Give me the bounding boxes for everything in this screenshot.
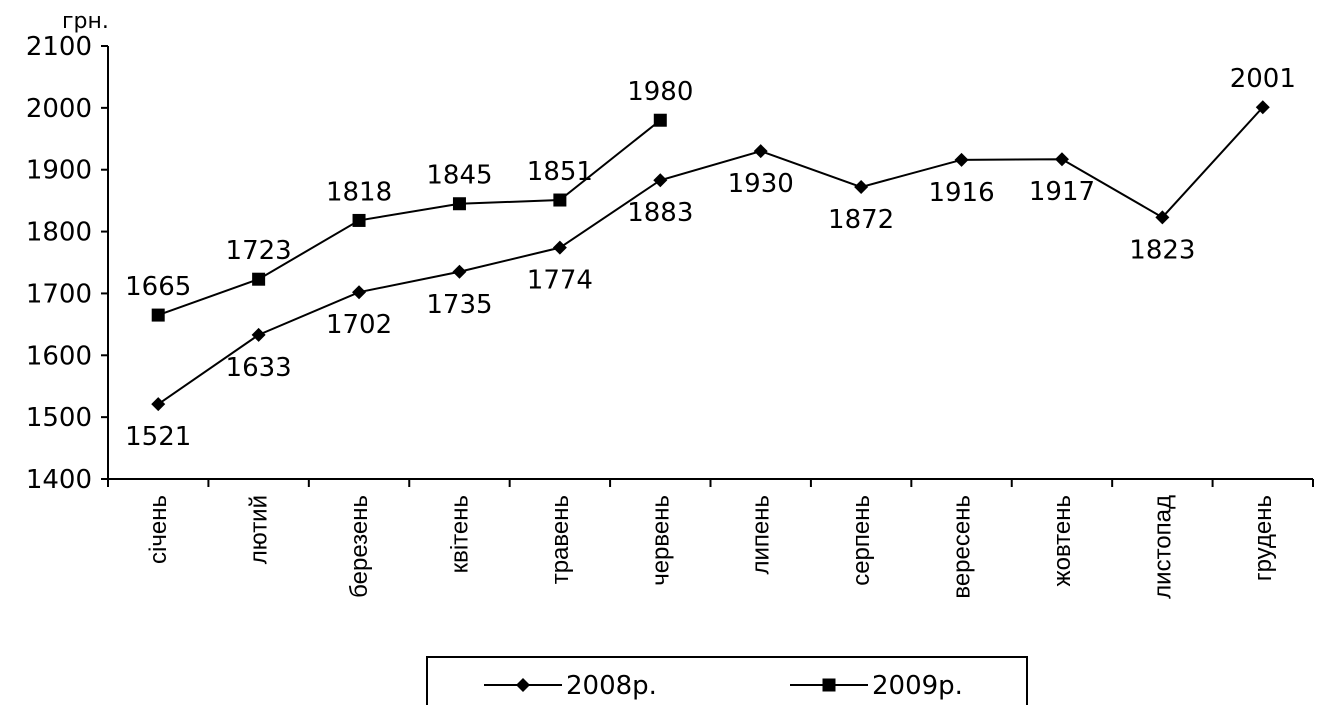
- data-point: [151, 308, 165, 322]
- x-category-label: лютий: [246, 495, 273, 564]
- series-0: 1521 1633 1702 1735 1774 1883 1930 1872 1916 1917…: [125, 64, 1296, 452]
- x-category-label: грудень: [1250, 495, 1277, 581]
- y-axis-unit-label: грн.: [62, 9, 109, 34]
- data-label: 2001: [1230, 64, 1296, 94]
- x-category-label: вересень: [949, 495, 976, 599]
- x-category-label: листопад: [1149, 495, 1176, 599]
- data-point: [251, 327, 266, 342]
- data-label: 1633: [226, 353, 292, 383]
- data-label: 1818: [326, 177, 392, 207]
- data-label: 1723: [226, 236, 292, 266]
- data-point: [552, 240, 567, 255]
- y-tick-label: 1800: [26, 218, 92, 248]
- x-category-label: серпень: [848, 495, 875, 586]
- y-tick-label: 1900: [26, 156, 92, 186]
- x-axis: січень лютий березень квітень травень червень…: [107, 478, 1314, 599]
- y-tick-label: 1700: [26, 279, 92, 309]
- series-line: [157, 119, 661, 317]
- data-point: [653, 173, 668, 188]
- x-category-label: квітень: [446, 495, 473, 573]
- data-point: [151, 397, 166, 412]
- data-label: 1851: [527, 157, 593, 187]
- data-point: [352, 285, 367, 300]
- series-layer: 1521 1633 1702 1735 1774 1883 1930 1872 1916 1917…: [125, 64, 1296, 452]
- data-label: 1823: [1129, 235, 1195, 265]
- legend-box: [426, 656, 1028, 705]
- data-label: 1665: [125, 272, 191, 302]
- data-label: 1735: [426, 290, 492, 320]
- data-label: 1872: [828, 205, 894, 235]
- series-line: [157, 106, 1264, 405]
- legend: 2008р. 2009р.: [426, 656, 1028, 705]
- data-point: [452, 197, 466, 211]
- data-point: [452, 264, 467, 279]
- data-label: 1917: [1029, 177, 1095, 207]
- x-category-label: січень: [145, 495, 172, 564]
- data-point: [653, 113, 667, 127]
- series-1: 1665 1723 1818 1845 1851 1980: [125, 77, 693, 322]
- data-point: [1155, 210, 1170, 225]
- y-tick-label: 2000: [26, 94, 92, 124]
- legend-entry-1: 2009р.: [790, 671, 963, 701]
- data-label: 1883: [627, 198, 693, 228]
- data-label: 1980: [627, 77, 693, 107]
- data-label: 1845: [426, 161, 492, 191]
- data-label: 1916: [928, 178, 994, 208]
- legend-entry-0: 2008р.: [484, 671, 657, 701]
- x-category-label: березень: [346, 495, 373, 598]
- x-category-label: жовтень: [1049, 495, 1076, 586]
- legend-label: 2009р.: [872, 671, 963, 701]
- y-tick-label: 1500: [26, 403, 92, 433]
- legend-marker: [822, 678, 836, 692]
- data-point: [1054, 152, 1069, 167]
- data-label: 1521: [125, 422, 191, 452]
- data-point: [753, 144, 768, 159]
- y-axis: 1400 1500 1600 1700 1800 1900 2000 2100: [26, 32, 109, 495]
- data-label: 1702: [326, 310, 392, 340]
- data-point: [954, 152, 969, 167]
- legend-label: 2008р.: [566, 671, 657, 701]
- y-tick-label: 1400: [26, 465, 92, 495]
- data-point: [1255, 100, 1270, 115]
- data-point: [854, 180, 869, 195]
- x-category-label: червень: [647, 495, 674, 586]
- x-category-label: травень: [547, 495, 574, 584]
- data-label: 1774: [527, 266, 593, 296]
- data-point: [553, 193, 567, 207]
- x-category-label: липень: [748, 495, 775, 575]
- legend-marker: [516, 678, 530, 692]
- data-point: [252, 272, 266, 286]
- y-tick-label: 1600: [26, 341, 92, 371]
- data-label: 1930: [728, 169, 794, 199]
- y-tick-label: 2100: [26, 32, 92, 62]
- data-point: [352, 213, 366, 227]
